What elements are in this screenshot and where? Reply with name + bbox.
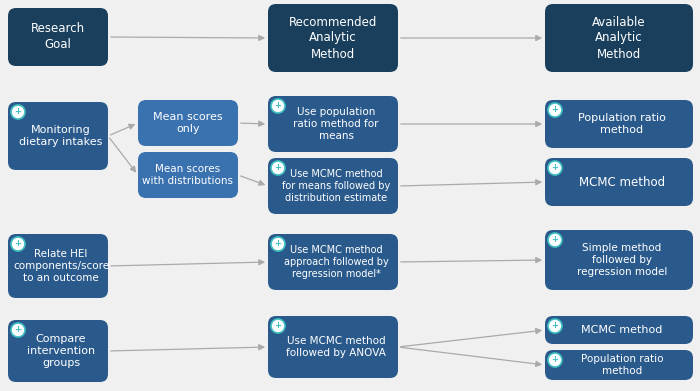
FancyBboxPatch shape xyxy=(545,316,693,344)
Text: +: + xyxy=(15,325,22,334)
Text: +: + xyxy=(15,108,22,117)
Text: +: + xyxy=(274,240,281,249)
FancyBboxPatch shape xyxy=(268,316,398,378)
Text: +: + xyxy=(552,321,559,330)
Text: Compare
intervention
groups: Compare intervention groups xyxy=(27,334,95,368)
Text: Mean scores
only: Mean scores only xyxy=(153,112,223,134)
FancyBboxPatch shape xyxy=(8,8,108,66)
FancyBboxPatch shape xyxy=(268,96,398,152)
FancyBboxPatch shape xyxy=(545,100,693,148)
FancyBboxPatch shape xyxy=(545,158,693,206)
FancyBboxPatch shape xyxy=(268,158,398,214)
FancyBboxPatch shape xyxy=(268,4,398,72)
Text: +: + xyxy=(552,106,559,115)
Text: +: + xyxy=(552,355,559,364)
Circle shape xyxy=(11,105,25,119)
FancyBboxPatch shape xyxy=(268,234,398,290)
Text: +: + xyxy=(552,163,559,172)
Circle shape xyxy=(548,103,562,117)
Circle shape xyxy=(271,99,285,113)
Text: +: + xyxy=(15,240,22,249)
Circle shape xyxy=(548,319,562,333)
Text: Research
Goal: Research Goal xyxy=(31,23,85,52)
Text: Relate HEI
components/score
to an outcome: Relate HEI components/score to an outcom… xyxy=(13,249,109,283)
Text: +: + xyxy=(274,321,281,330)
FancyBboxPatch shape xyxy=(545,4,693,72)
Text: Use MCMC method
followed by ANOVA: Use MCMC method followed by ANOVA xyxy=(286,336,386,358)
Circle shape xyxy=(11,323,25,337)
Text: Use MCMC method
approach followed by
regression model*: Use MCMC method approach followed by reg… xyxy=(284,245,388,280)
Circle shape xyxy=(271,237,285,251)
Text: +: + xyxy=(274,163,281,172)
Text: +: + xyxy=(552,235,559,244)
Text: Mean scores
with distributions: Mean scores with distributions xyxy=(143,164,234,186)
Circle shape xyxy=(11,237,25,251)
Text: Population ratio
method: Population ratio method xyxy=(578,113,666,135)
Text: Monitoring
dietary intakes: Monitoring dietary intakes xyxy=(20,125,103,147)
FancyBboxPatch shape xyxy=(545,350,693,380)
Text: Use MCMC method
for means followed by
distribution estimate: Use MCMC method for means followed by di… xyxy=(282,169,390,203)
Text: MCMC method: MCMC method xyxy=(581,325,663,335)
Text: Population ratio
method: Population ratio method xyxy=(581,354,664,376)
Circle shape xyxy=(271,319,285,333)
FancyBboxPatch shape xyxy=(8,102,108,170)
FancyBboxPatch shape xyxy=(8,320,108,382)
Text: Use population
ratio method for
means: Use population ratio method for means xyxy=(293,107,379,142)
FancyBboxPatch shape xyxy=(8,234,108,298)
Text: +: + xyxy=(274,102,281,111)
FancyBboxPatch shape xyxy=(545,230,693,290)
Text: Available
Analytic
Method: Available Analytic Method xyxy=(592,16,646,61)
FancyBboxPatch shape xyxy=(138,100,238,146)
Text: Recommended
Analytic
Method: Recommended Analytic Method xyxy=(289,16,377,61)
Circle shape xyxy=(548,233,562,247)
Text: Simple method
followed by
regression model: Simple method followed by regression mod… xyxy=(577,242,667,277)
Circle shape xyxy=(271,161,285,175)
Circle shape xyxy=(548,161,562,175)
Text: MCMC method: MCMC method xyxy=(579,176,665,188)
FancyBboxPatch shape xyxy=(138,152,238,198)
Circle shape xyxy=(548,353,562,367)
